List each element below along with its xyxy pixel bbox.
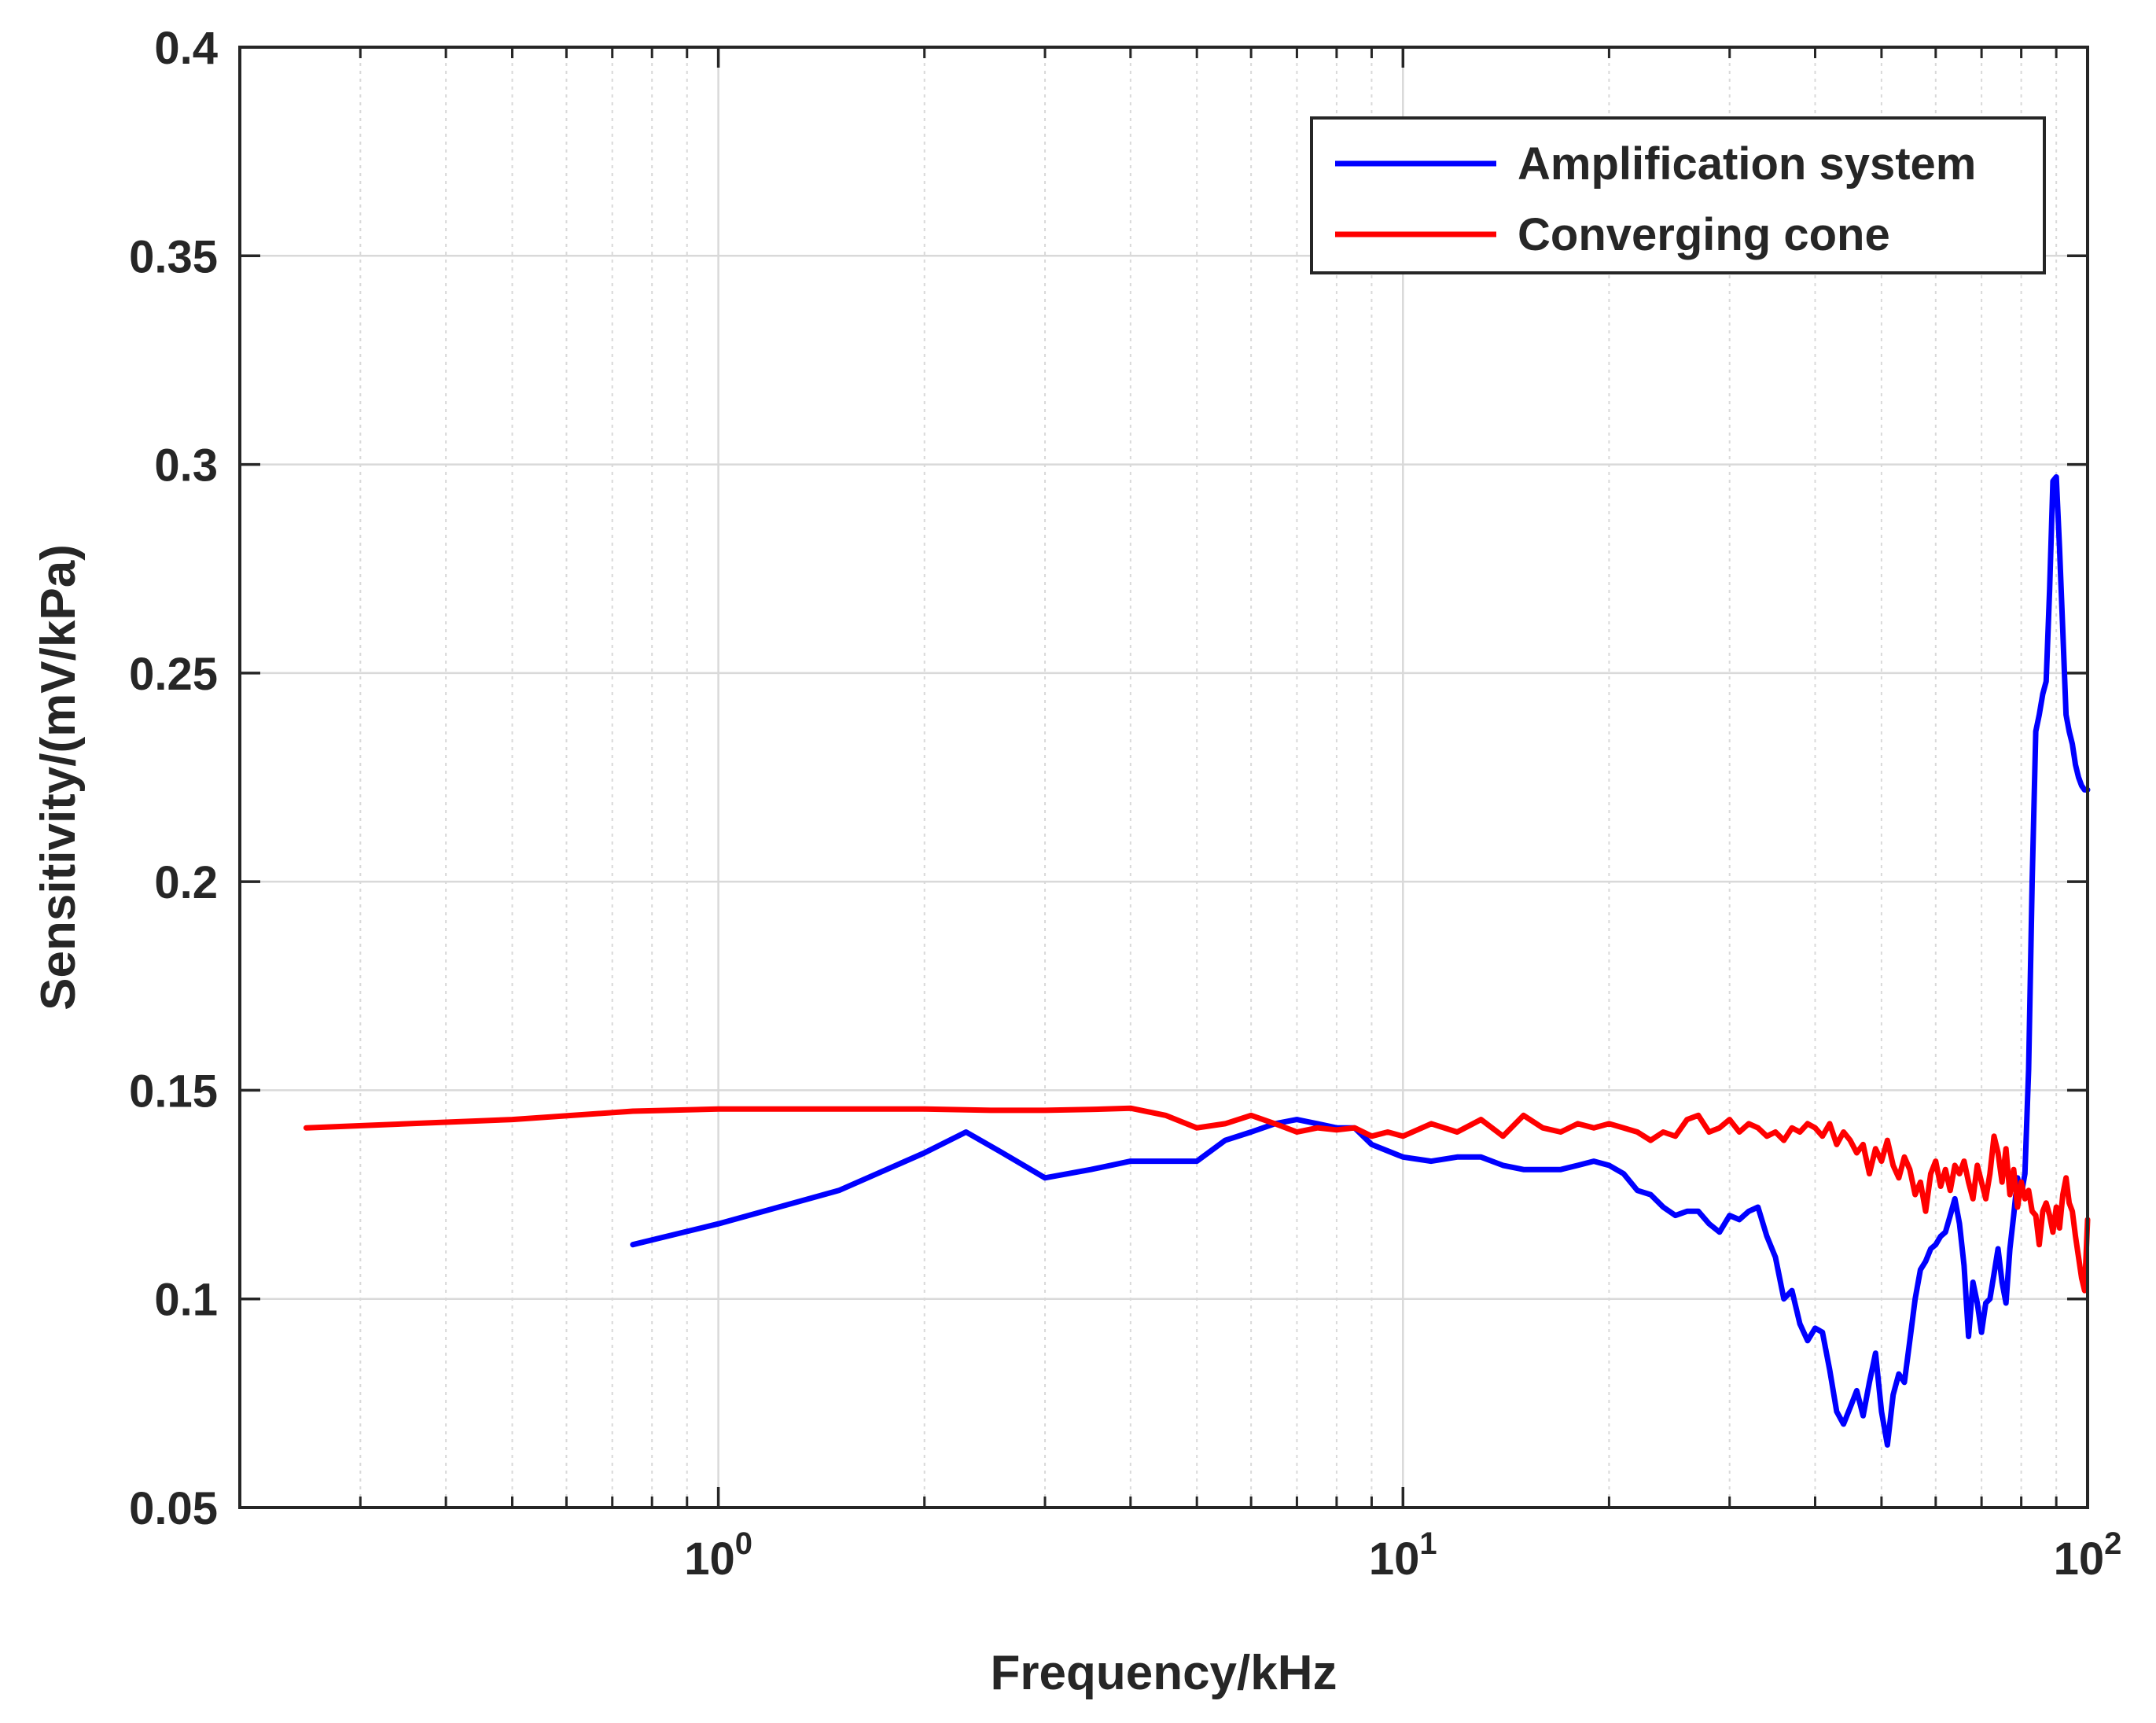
legend-label-amplification-system: Amplification system [1518, 138, 1976, 190]
x-tick-label: 100 [684, 1526, 752, 1585]
legend[interactable]: Amplification system Converging cone [1310, 116, 2046, 274]
legend-box [1310, 116, 2046, 274]
axes-box [238, 46, 2089, 1509]
y-tick-label: 0.4 [154, 23, 218, 74]
y-tick-label: 0.35 [129, 231, 218, 282]
series-line-converging-cone [303, 1105, 2091, 1294]
x-tick-label: 102 [2054, 1526, 2122, 1585]
series-line-amplification-system [630, 474, 2091, 1448]
legend-label-converging-cone: Converging cone [1518, 209, 1890, 260]
y-tick-label: 0.05 [129, 1483, 218, 1534]
series-layer [303, 474, 2091, 1448]
y-tick-label: 0.3 [154, 440, 218, 491]
x-axis-label: Frequency/kHz [990, 1646, 1337, 1700]
y-tick-label: 0.2 [154, 857, 218, 908]
y-tick-label: 0.1 [154, 1275, 218, 1326]
x-tick-labels: 100 101 102 [684, 1526, 2121, 1585]
axis-ticks [238, 46, 2089, 1509]
y-axis-label: Sensitivity/(mV/kPa) [31, 544, 86, 1011]
y-tick-labels: 0.05 0.1 0.15 0.2 0.25 0.3 0.35 0.4 [129, 23, 218, 1534]
x-tick-label: 101 [1369, 1526, 1437, 1585]
y-tick-label: 0.25 [129, 649, 218, 700]
y-tick-label: 0.15 [129, 1066, 218, 1117]
